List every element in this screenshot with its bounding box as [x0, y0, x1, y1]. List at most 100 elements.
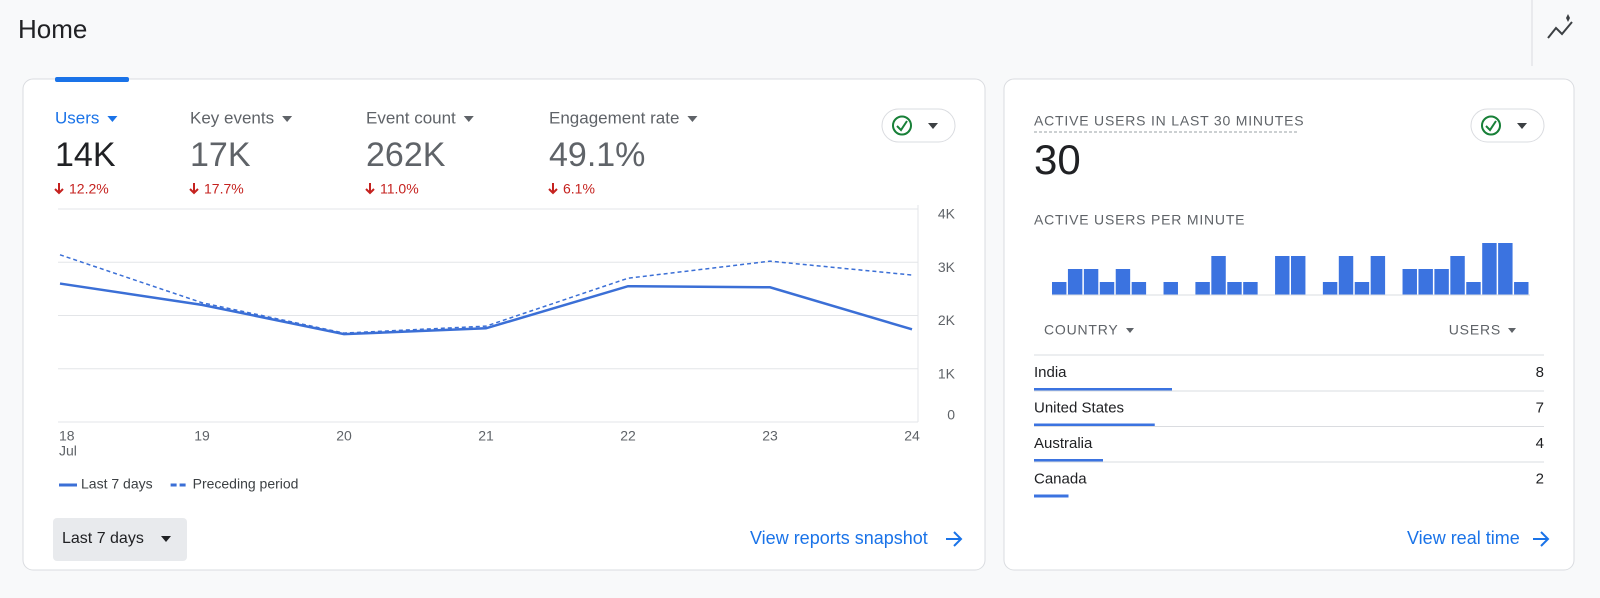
bar-chart-title: ACTIVE USERS PER MINUTE	[1034, 212, 1245, 228]
y-tick-label: 1K	[938, 365, 956, 381]
metric-change: 12.2%	[69, 181, 109, 197]
share-bar	[1034, 388, 1172, 391]
country-table: India 8 United States 7 Australia 4 Canada 2	[1034, 364, 1544, 498]
realtime-card	[1003, 78, 1575, 571]
bar	[1434, 269, 1449, 295]
legend-label: Last 7 days	[81, 476, 153, 492]
metric-label[interactable]: Engagement rate	[549, 108, 679, 127]
y-tick-label: 2K	[938, 312, 956, 328]
bar	[1418, 269, 1433, 295]
bar	[1067, 269, 1083, 295]
x-tick-label: 23	[762, 428, 778, 444]
bar	[1402, 269, 1417, 295]
share-bar	[1034, 494, 1069, 498]
user-count: 8	[1536, 364, 1544, 381]
country-sort[interactable]: COUNTRY	[1044, 322, 1134, 338]
x-tick-label: 22	[620, 428, 636, 444]
down-arrow-icon	[54, 183, 64, 195]
metric-value: 14K	[55, 136, 116, 174]
realtime-title: ACTIVE USERS IN LAST 30 MINUTES	[1034, 113, 1304, 129]
x-tick-label: 18	[59, 428, 75, 444]
bar	[1275, 256, 1290, 295]
bar	[1370, 256, 1386, 295]
status-button[interactable]	[1470, 108, 1545, 143]
x-month-label: Jul	[59, 443, 77, 459]
bar	[1099, 282, 1115, 295]
series-line	[59, 254, 913, 334]
active-tab-indicator	[55, 77, 129, 82]
bar	[1115, 269, 1131, 295]
metric-value: 262K	[366, 136, 446, 174]
down-arrow-icon	[548, 183, 558, 195]
metric-tab[interactable]: Engagement rate 49.1% 6.1%	[548, 108, 698, 197]
bar	[1052, 282, 1067, 295]
y-tick-label: 3K	[938, 259, 956, 275]
metric-label[interactable]: Key events	[190, 108, 274, 127]
dropdown-arrow[interactable]	[107, 116, 118, 122]
metric-change: 17.7%	[204, 181, 244, 197]
y-tick-label: 4K	[938, 206, 956, 222]
bar	[1498, 243, 1513, 295]
insights-icon[interactable]	[1547, 14, 1573, 39]
summary-card	[22, 78, 986, 571]
metric-value: 17K	[190, 136, 251, 174]
bar-chart	[1052, 243, 1530, 296]
down-arrow-icon	[189, 183, 199, 195]
bar	[1083, 269, 1099, 295]
column-header[interactable]: COUNTRY	[1044, 322, 1119, 338]
bar	[1354, 282, 1370, 295]
metric-tab[interactable]: Key events 17K 17.7%	[189, 108, 293, 197]
metric-label[interactable]: Event count	[366, 108, 456, 127]
bar	[1322, 282, 1338, 295]
bar	[1338, 256, 1354, 295]
share-bar	[1034, 459, 1103, 462]
country-name: Canada	[1034, 470, 1087, 487]
realtime-value: 30	[1034, 136, 1081, 183]
bar	[1211, 256, 1226, 295]
users-sort[interactable]: USERS	[1449, 322, 1516, 338]
metrics: Users 14K 12.2% Key events 17K 17.7% Event cou…	[54, 108, 698, 197]
column-header[interactable]: USERS	[1449, 322, 1501, 338]
page-title: Home	[18, 14, 87, 44]
link-text[interactable]: View reports snapshot	[750, 528, 928, 548]
y-tick-label: 0	[947, 407, 955, 423]
country-name: United States	[1034, 399, 1124, 416]
dropdown-arrow[interactable]	[282, 116, 293, 122]
metric-tab[interactable]: Users 14K 12.2%	[54, 108, 118, 197]
x-tick-label: 19	[194, 428, 210, 444]
bar	[1131, 282, 1147, 295]
bar	[1195, 282, 1210, 295]
period-dropdown[interactable]: Last 7 days	[53, 518, 187, 561]
down-arrow-icon	[365, 183, 375, 195]
realtime-link[interactable]: View real time	[1407, 528, 1550, 548]
bar	[1163, 282, 1178, 295]
metric-tab[interactable]: Event count 262K 11.0%	[365, 108, 474, 197]
country-name: India	[1034, 364, 1067, 381]
user-count: 4	[1536, 435, 1544, 452]
series-line	[59, 282, 913, 336]
link-text[interactable]: View real time	[1407, 528, 1520, 548]
dropdown-arrow[interactable]	[687, 116, 698, 122]
dropdown-arrow[interactable]	[463, 116, 474, 122]
share-bar	[1034, 423, 1155, 427]
user-count: 2	[1536, 470, 1544, 487]
period-label[interactable]: Last 7 days	[62, 530, 144, 547]
country-name: Australia	[1034, 435, 1093, 452]
x-tick-label: 24	[904, 428, 920, 444]
x-tick-label: 21	[478, 428, 494, 444]
bar	[1450, 256, 1465, 295]
user-count: 7	[1536, 399, 1544, 416]
status-button[interactable]	[881, 108, 956, 143]
reports-link[interactable]: View reports snapshot	[750, 528, 963, 548]
legend-label: Preceding period	[193, 476, 299, 492]
bar	[1482, 243, 1497, 295]
metric-value: 49.1%	[549, 136, 645, 174]
metric-change: 6.1%	[563, 181, 595, 197]
bar	[1466, 282, 1481, 295]
metric-change: 11.0%	[380, 181, 419, 197]
metric-label[interactable]: Users	[55, 108, 99, 127]
bar	[1227, 282, 1242, 295]
bar	[1291, 256, 1306, 295]
